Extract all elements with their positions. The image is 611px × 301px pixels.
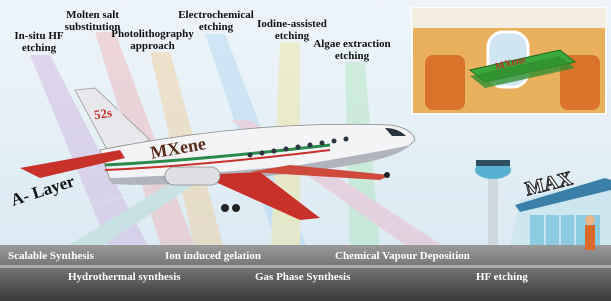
tail-text: 52s — [93, 107, 113, 121]
bottom-label: HF etching — [476, 271, 528, 283]
bottom-label: Gas Phase Synthesis — [255, 271, 350, 283]
method-label: In-situ HF etching — [4, 30, 74, 54]
illustration: In-situ HF etching Molten salt substitut… — [0, 0, 611, 301]
method-label: Electrochemical etching — [172, 9, 260, 33]
bottom-label: Scalable Synthesis — [8, 250, 94, 262]
method-label: Algae extraction etching — [312, 38, 392, 62]
runway-line — [0, 265, 611, 268]
bottom-label: Ion induced gelation — [165, 250, 261, 262]
bottom-label: Chemical Vapour Deposition — [335, 250, 470, 262]
bottom-label: Hydrothermal synthesis — [68, 271, 181, 283]
